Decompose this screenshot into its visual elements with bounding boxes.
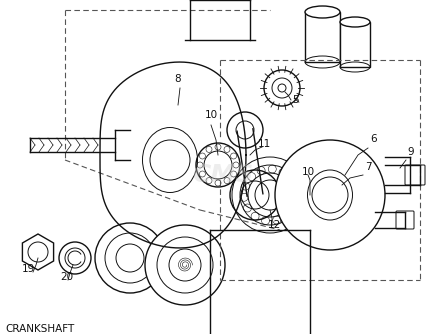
Circle shape xyxy=(145,225,225,305)
Polygon shape xyxy=(22,234,54,270)
Text: 20: 20 xyxy=(60,272,73,282)
Circle shape xyxy=(230,170,280,220)
Ellipse shape xyxy=(340,17,370,27)
Text: 10: 10 xyxy=(302,167,315,177)
Text: 11: 11 xyxy=(258,139,271,149)
Text: 7: 7 xyxy=(365,162,372,172)
Circle shape xyxy=(95,223,165,293)
Text: 5: 5 xyxy=(292,95,299,105)
Text: CRANKSHAFT: CRANKSHAFT xyxy=(5,324,74,334)
Ellipse shape xyxy=(305,6,340,18)
Text: CMS: CMS xyxy=(192,163,254,187)
Text: 9: 9 xyxy=(407,147,413,157)
Circle shape xyxy=(264,70,300,106)
Circle shape xyxy=(227,112,263,148)
Text: 10: 10 xyxy=(205,110,218,120)
Text: 19: 19 xyxy=(22,264,35,274)
FancyBboxPatch shape xyxy=(405,165,425,185)
Text: 12: 12 xyxy=(268,220,281,230)
Bar xyxy=(305,12,340,62)
Circle shape xyxy=(275,140,385,250)
FancyBboxPatch shape xyxy=(396,211,414,229)
Bar xyxy=(340,22,370,67)
Circle shape xyxy=(59,242,91,274)
Text: 8: 8 xyxy=(174,74,181,84)
Text: 6: 6 xyxy=(370,134,376,144)
